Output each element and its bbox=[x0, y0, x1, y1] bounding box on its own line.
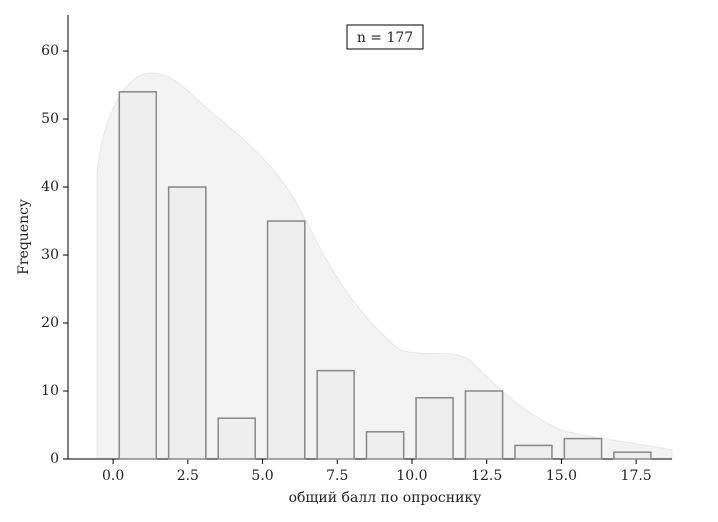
kde-area bbox=[96, 72, 673, 460]
y-tick-label: 20 bbox=[41, 315, 59, 331]
x-tick-label: 10.0 bbox=[396, 468, 427, 484]
bar bbox=[613, 451, 652, 460]
x-tick-label: 2.5 bbox=[177, 468, 199, 484]
bar bbox=[415, 397, 454, 460]
annotation: n = 177 bbox=[357, 30, 413, 46]
y-tick-label: 50 bbox=[41, 111, 59, 127]
bar bbox=[514, 444, 553, 460]
bar bbox=[167, 186, 207, 460]
bar bbox=[464, 390, 504, 460]
y-axis-label: Frequency bbox=[16, 199, 32, 275]
x-tick-label: 15.0 bbox=[546, 468, 577, 484]
x-tick-label: 7.5 bbox=[326, 468, 348, 484]
bar bbox=[563, 437, 603, 460]
x-tick-label: 17.5 bbox=[621, 468, 652, 484]
x-tick-label: 5.0 bbox=[251, 468, 273, 484]
x-tick-label: 12.5 bbox=[471, 468, 502, 484]
y-tick-label: 0 bbox=[50, 451, 59, 467]
bar bbox=[217, 417, 256, 460]
y-tick-label: 40 bbox=[41, 179, 59, 195]
x-axis-label: общий балл по опроснику bbox=[289, 490, 483, 506]
bar bbox=[118, 91, 158, 460]
y-tick-label: 10 bbox=[41, 383, 59, 399]
y-tick-label: 30 bbox=[41, 247, 59, 263]
bar bbox=[365, 431, 405, 460]
y-tick-label: 60 bbox=[41, 43, 59, 59]
bar bbox=[316, 369, 355, 460]
x-tick-label: 0.0 bbox=[102, 468, 124, 484]
annotation-box bbox=[346, 24, 424, 50]
bar bbox=[266, 220, 306, 460]
